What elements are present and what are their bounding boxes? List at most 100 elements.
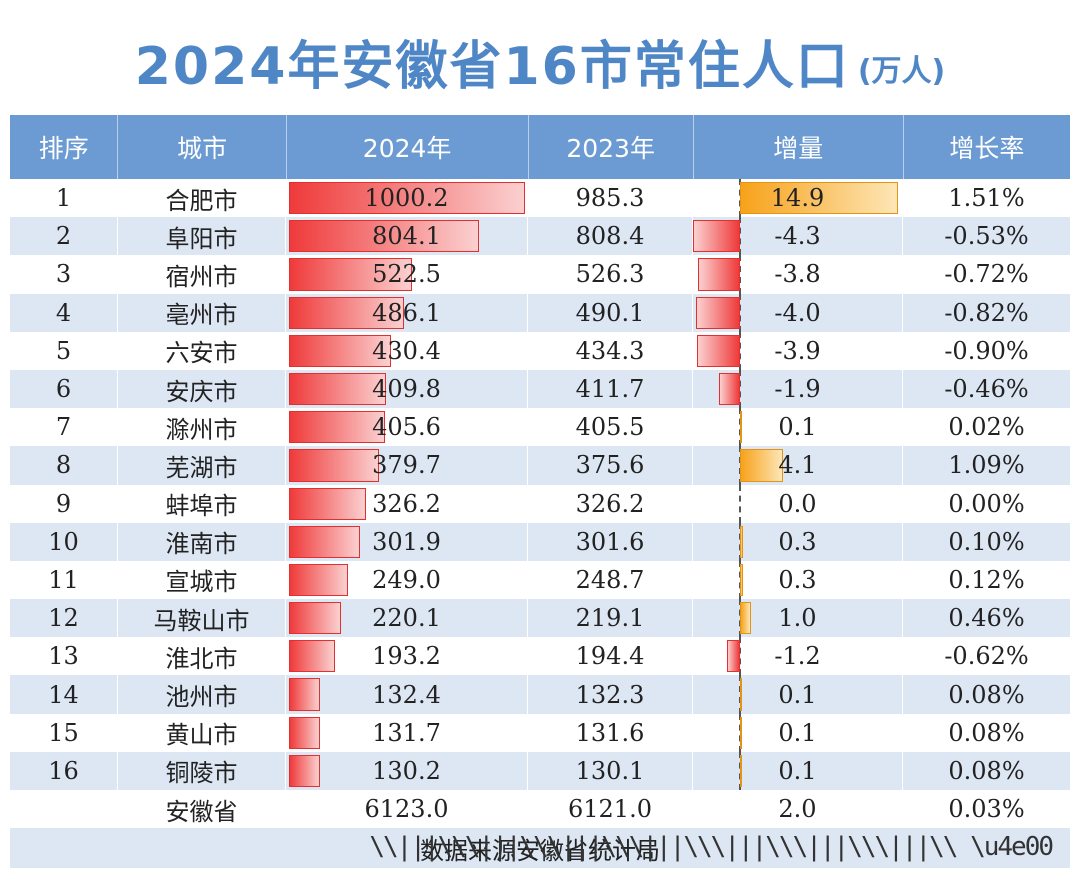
value-2024-cell: 193.2 <box>286 637 528 676</box>
delta-axis <box>739 217 741 256</box>
value-2024-cell: 430.4 <box>286 331 528 370</box>
value-2024: 220.1 <box>372 604 441 633</box>
bar-2024 <box>289 258 413 291</box>
delta-cell: 4.1 <box>693 446 903 485</box>
city-cell: 淮南市 <box>118 522 286 561</box>
delta-bar-positive <box>740 602 751 635</box>
value-2024-cell: 249.0 <box>286 560 528 600</box>
delta-value: -3.8 <box>774 260 821 289</box>
rank-cell: 3 <box>10 255 118 294</box>
delta-value: 0.0 <box>778 489 817 518</box>
rank-cell: 16 <box>10 751 118 790</box>
header-rank: 排序 <box>10 115 119 179</box>
delta-axis <box>739 331 741 370</box>
value-2024-cell: 130.2 <box>286 751 528 790</box>
delta-axis <box>739 255 741 294</box>
rank-cell: 8 <box>10 446 118 485</box>
watermark: \\|||\\\|||\\\|||\\\|||\\\|||\\\|||\\\||… <box>369 832 1054 863</box>
bar-2024 <box>289 602 341 635</box>
city-cell: 六安市 <box>118 331 286 370</box>
delta-cell: 0.1 <box>693 408 903 447</box>
delta-value: -1.2 <box>774 642 821 671</box>
total-delta: 2.0 <box>693 790 903 829</box>
delta-bar-negative <box>726 640 740 673</box>
value-2024-cell: 326.2 <box>286 484 528 523</box>
value-2024: 131.7 <box>372 718 441 747</box>
value-2023-cell: 411.7 <box>528 369 693 409</box>
delta-value: 4.1 <box>778 451 817 480</box>
growth-cell: 1.09% <box>948 451 1025 480</box>
table-row: 12 马鞍山市 220.1 219.1 1.0 0.46% <box>10 599 1070 638</box>
value-2024: 804.1 <box>372 222 441 251</box>
table-row: 2 阜阳市 804.1 808.4 -4.3 -0.53% <box>10 217 1070 256</box>
growth-cell: 0.08% <box>948 680 1025 709</box>
delta-bar-negative <box>719 372 740 406</box>
city-cell: 池州市 <box>118 675 286 714</box>
growth-cell: 0.08% <box>948 718 1025 747</box>
rank-cell: 11 <box>10 560 118 600</box>
value-2023-cell: 526.3 <box>528 255 693 294</box>
delta-cell: 0.0 <box>693 484 903 523</box>
rank-cell: 13 <box>10 637 118 676</box>
delta-cell: 1.0 <box>693 599 903 638</box>
value-2024-cell: 132.4 <box>286 675 528 714</box>
bar-2024 <box>289 220 479 253</box>
value-2023-cell: 434.3 <box>528 331 693 370</box>
bar-2024 <box>289 754 320 787</box>
table-row: 14 池州市 132.4 132.3 0.1 0.08% <box>10 675 1070 714</box>
delta-axis <box>739 369 741 409</box>
bar-2024 <box>289 640 335 673</box>
delta-cell: -3.9 <box>693 331 903 370</box>
growth-cell: 1.51% <box>948 184 1025 213</box>
city-cell: 合肥市 <box>118 179 286 218</box>
value-2023-cell: 130.1 <box>528 751 693 790</box>
total-row: 安徽省 6123.0 6121.0 2.0 0.03% <box>10 790 1070 829</box>
table-row: 13 淮北市 193.2 194.4 -1.2 -0.62% <box>10 637 1070 676</box>
value-2024: 430.4 <box>372 336 441 365</box>
value-2024: 326.2 <box>372 489 441 518</box>
delta-value: 0.3 <box>778 565 817 594</box>
value-2023-cell: 808.4 <box>528 217 693 256</box>
total-city: 安徽省 <box>118 790 286 829</box>
delta-bar-negative <box>696 296 740 329</box>
city-cell: 宿州市 <box>118 255 286 294</box>
table-row: 9 蚌埠市 326.2 326.2 0.0 0.00% <box>10 484 1070 523</box>
delta-axis <box>739 293 741 332</box>
city-cell: 铜陵市 <box>118 751 286 790</box>
value-2024: 522.5 <box>372 260 441 289</box>
bar-2024 <box>289 563 348 597</box>
growth-cell: 0.46% <box>948 604 1025 633</box>
value-2024: 486.1 <box>372 298 441 327</box>
city-cell: 淮北市 <box>118 637 286 676</box>
data-table: 排序 城市 2024年 2023年 增量 增长率 1 合肥市 1000.2 985.3… <box>10 115 1070 869</box>
city-cell: 芜湖市 <box>118 446 286 485</box>
growth-cell: 0.02% <box>948 413 1025 442</box>
delta-value: 14.9 <box>770 184 825 213</box>
value-2024: 409.8 <box>372 375 441 404</box>
delta-value: 0.3 <box>778 527 817 556</box>
city-cell: 蚌埠市 <box>118 484 286 523</box>
rank-cell: 6 <box>10 369 118 409</box>
delta-cell: 14.9 <box>693 179 903 218</box>
growth-cell: -0.72% <box>944 260 1029 289</box>
source-text: 数据来源安徽省统计局 <box>420 836 660 865</box>
value-2024: 132.4 <box>372 680 441 709</box>
growth-cell: -0.62% <box>944 642 1029 671</box>
rank-cell: 15 <box>10 713 118 752</box>
delta-bar-negative <box>692 220 740 253</box>
table-row: 10 淮南市 301.9 301.6 0.3 0.10% <box>10 522 1070 561</box>
rank-cell: 12 <box>10 599 118 638</box>
value-2023-cell: 301.6 <box>528 522 693 561</box>
value-2023-cell: 405.5 <box>528 408 693 447</box>
value-2024: 301.9 <box>372 527 441 556</box>
delta-cell: -4.3 <box>692 217 903 256</box>
delta-cell: 0.1 <box>693 675 903 714</box>
total-growth: 0.03% <box>948 795 1025 824</box>
delta-axis <box>739 637 741 676</box>
value-2023-cell: 375.6 <box>528 446 693 485</box>
value-2024-cell: 131.7 <box>286 713 528 752</box>
rank-cell: 9 <box>10 484 118 523</box>
table-row: 15 黄山市 131.7 131.6 0.1 0.08% <box>10 713 1070 752</box>
delta-value: 0.1 <box>778 680 817 709</box>
delta-value: 0.1 <box>778 756 817 785</box>
